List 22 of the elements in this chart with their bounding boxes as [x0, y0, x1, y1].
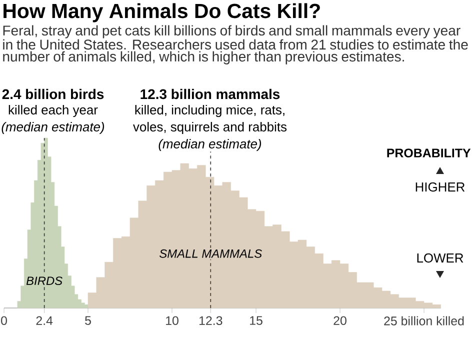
x-tick-label: 0: [1, 316, 7, 326]
text: 12.3 billion mammals: [140, 88, 280, 100]
chart-title: How Many Animals Do Cats Kill?: [4, 3, 320, 22]
x-tick-label: 20: [334, 316, 346, 326]
text: 2.4 billion birds: [2, 88, 104, 100]
text: killed each year: [8, 104, 98, 118]
series-label: BIRDS: [26, 276, 62, 286]
annotation: HIGHER: [416, 182, 465, 192]
y-axis-title: PROBABILITY: [387, 148, 471, 158]
annotation: LOWER: [417, 253, 464, 263]
annotation: (median estimate): [158, 138, 262, 152]
series-label: SMALL MAMMALS: [160, 249, 262, 258]
x-tick-label: 5: [85, 316, 91, 325]
x-tick-label: 15: [250, 316, 262, 325]
chart-subtitle: Feral, stray and pet cats kill billions of birds and small mammals every year in the United States. Researchers used data from 21 studies to estimate the number of animals killed, which is higher than previous estimates.: [3, 25, 468, 64]
text: (median estimate): [2, 122, 104, 134]
x-tick-label: 12.3: [199, 316, 222, 326]
x-tick-label: 10: [166, 316, 178, 326]
text: killed, including mice, rats,: [135, 104, 284, 118]
x-tick-label: 25 billion killed: [384, 316, 464, 326]
text: voles, squirrels and rabbits: [133, 122, 287, 134]
x-tick-label: 2.4: [36, 316, 53, 325]
